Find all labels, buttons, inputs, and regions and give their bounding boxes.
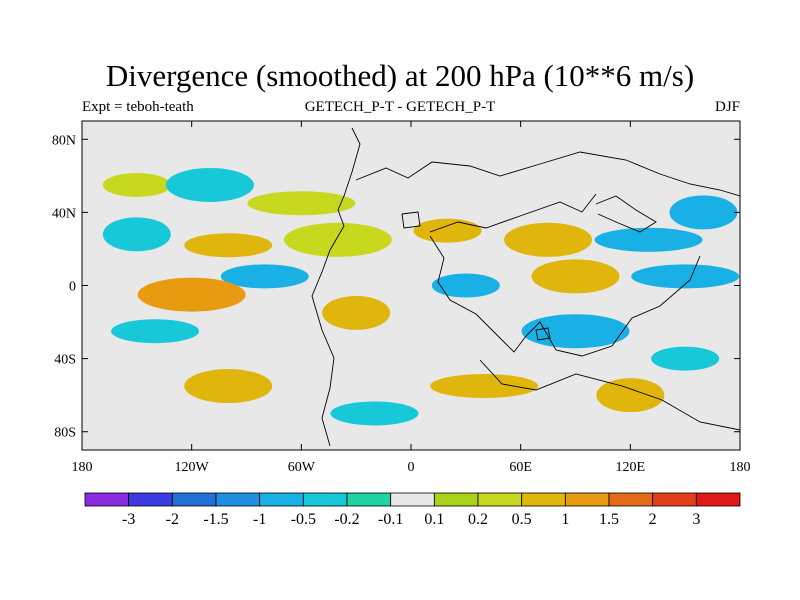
colorbar-swatch — [259, 492, 304, 507]
y-axis: 80N 40N 0 40S 80S — [52, 133, 740, 441]
colorbar-swatch — [652, 492, 697, 507]
colorbar-swatch — [346, 492, 392, 507]
x-tick-label: 60W — [288, 460, 316, 475]
anomaly-feature — [247, 191, 356, 216]
anomaly-core — [161, 286, 222, 304]
season-label: DJF — [714, 99, 740, 115]
anomaly-feature — [165, 167, 254, 202]
colorbar-label: -3 — [122, 511, 135, 528]
anomaly-core — [551, 267, 600, 285]
anomaly-core — [204, 239, 253, 252]
anomaly-feature — [330, 401, 419, 426]
anomaly-core — [118, 225, 156, 243]
colorbar-label: -0.5 — [291, 511, 316, 528]
anomaly-core — [655, 270, 715, 283]
colorbar: -3 -2 -1.5 -1 -0.5 -0.2 -0.1 0.1 0.2 0.5 1 1.5 2 3 — [84, 492, 741, 528]
colorbar-swatch — [171, 492, 217, 507]
anomaly-core — [447, 279, 485, 292]
colorbar-swatch — [390, 492, 435, 507]
anomaly-core — [240, 270, 289, 283]
y-tick-label: 80N — [52, 133, 76, 148]
coastline-west-continent — [311, 127, 361, 447]
coastline-central-continent — [429, 235, 701, 357]
coastline-north-landmass — [429, 193, 597, 233]
colorbar-label: 3 — [692, 511, 700, 528]
experiment-label: Expt = teboh-teath — [82, 99, 194, 115]
anomaly-core — [618, 233, 679, 246]
x-tick-label: 0 — [408, 460, 415, 475]
y-tick-label: 40S — [54, 353, 76, 368]
colorbar-swatch — [477, 492, 523, 507]
anomaly-feature — [283, 222, 392, 257]
anomaly-core — [684, 203, 723, 221]
coastline-north-continent — [355, 151, 740, 197]
coastline-eastern-landmass — [595, 195, 657, 233]
anomaly-core — [611, 386, 650, 404]
colorbar-swatch — [215, 492, 261, 507]
colorbar-label: -0.2 — [334, 511, 359, 528]
colorbar-label: 0.5 — [512, 511, 532, 528]
anomaly-core — [666, 352, 704, 365]
colorbar-label: -2 — [166, 511, 179, 528]
colorbar-swatch — [695, 492, 741, 507]
coastlines — [311, 127, 740, 447]
anomaly-core — [428, 224, 467, 237]
y-tick-label: 0 — [69, 280, 76, 295]
colorbar-label: -0.1 — [378, 511, 403, 528]
anomaly-core — [130, 325, 180, 338]
anomaly-core — [204, 377, 253, 395]
colorbar-swatch — [564, 492, 610, 507]
colorbar-label: -1.5 — [203, 511, 228, 528]
x-tick-label: 180 — [730, 460, 751, 475]
anomaly-core — [337, 304, 375, 322]
anomaly-core — [454, 380, 514, 393]
anomaly-core — [545, 322, 606, 340]
plot-area — [82, 121, 740, 450]
colorbar-swatch — [608, 492, 654, 507]
x-tick-label: 180 — [72, 460, 93, 475]
dataset-label: GETECH_P-T - GETECH_P-T — [304, 99, 496, 115]
colorbar-swatch — [433, 492, 479, 507]
coastline-island — [401, 211, 421, 229]
colorbar-label: -1 — [253, 511, 266, 528]
chart-title: Divergence (smoothed) at 200 hPa (10**6 … — [105, 58, 695, 93]
anomaly-core — [523, 231, 573, 249]
colorbar-label: 0.2 — [468, 511, 488, 528]
colorbar-swatch — [521, 492, 566, 507]
colorbar-label: 0.1 — [424, 511, 444, 528]
x-axis: 180 120W 60W 0 60E 120E 180 — [72, 121, 751, 475]
coastline-southern-continent — [479, 359, 740, 431]
colorbar-label: 1.5 — [599, 511, 619, 528]
anomaly-features — [102, 167, 740, 426]
colorbar-swatch — [302, 492, 348, 507]
coastline-inlet — [535, 327, 551, 341]
x-tick-label: 120W — [175, 460, 210, 475]
y-tick-label: 80S — [54, 426, 76, 441]
colorbar-swatch — [128, 492, 173, 507]
anomaly-feature — [102, 172, 171, 197]
y-tick-label: 40N — [52, 206, 76, 221]
x-tick-label: 60E — [509, 460, 532, 475]
x-tick-label: 120E — [616, 460, 646, 475]
colorbar-label: 1 — [561, 511, 569, 528]
colorbar-swatch — [84, 492, 130, 507]
colorbar-label: 2 — [649, 511, 657, 528]
